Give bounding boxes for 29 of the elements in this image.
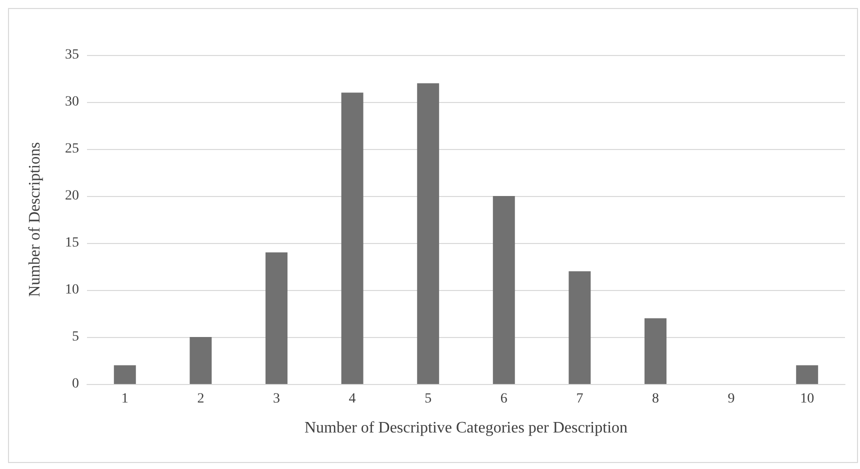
x-tick-label: 8 [652,392,659,406]
x-axis-title: Number of Descriptive Categories per Description [304,420,628,436]
bar [796,365,818,384]
x-tick-label: 5 [424,392,432,406]
x-tick-label: 9 [728,392,735,406]
bar [114,365,136,384]
bar [644,318,666,384]
x-tick-label: 7 [576,392,584,406]
y-tick-label: 5 [72,330,79,344]
x-tick-label: 3 [273,392,280,406]
x-tick-label: 1 [121,392,128,406]
bar [417,83,440,384]
x-tick-label: 6 [500,392,508,406]
bar [266,252,288,384]
bar [190,337,212,384]
x-tick-label: 10 [800,392,814,406]
y-axis-title: Number of Descriptions [26,142,44,297]
y-tick-label: 15 [65,236,79,250]
bar [341,92,364,384]
bar [568,271,591,384]
y-tick-label: 30 [65,94,79,110]
bar [492,196,515,384]
x-tick-label: 4 [348,392,356,406]
y-tick-label: 0 [72,376,79,392]
x-tick-label: 2 [197,392,204,406]
y-tick-label: 35 [65,48,79,62]
y-tick-label: 20 [65,188,79,204]
y-tick-label: 10 [65,282,79,298]
y-tick-label: 25 [65,142,79,156]
